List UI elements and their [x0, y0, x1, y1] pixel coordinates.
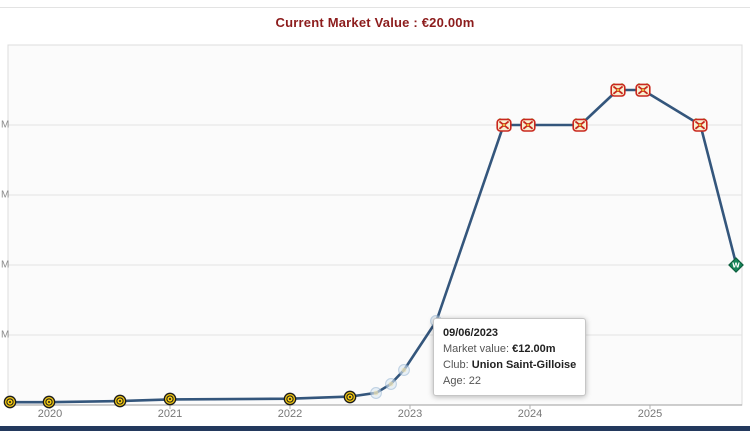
top-divider	[0, 7, 750, 8]
y-axis-tick-label: M	[1, 189, 10, 201]
tooltip-date: 09/06/2023	[443, 327, 499, 339]
green-diamond-crest-icon[interactable]: W	[728, 257, 745, 273]
tooltip: 09/06/2023 Market value: €12.00m Club: U…	[433, 318, 587, 396]
yellow-crest-icon[interactable]	[42, 395, 56, 409]
faded-crest-icon[interactable]	[398, 364, 411, 377]
yellow-crest-icon[interactable]	[343, 390, 357, 403]
chart-title: Current Market Value : €20.00m	[275, 15, 475, 30]
yellow-crest-icon[interactable]	[113, 394, 126, 408]
y-axis-tick-label: M	[1, 259, 10, 271]
x-axis-tick-label: 2024	[517, 408, 543, 420]
tooltip-age: 22	[468, 375, 481, 387]
tooltip-club-row: Club: Union Saint-Gilloise	[443, 357, 576, 373]
red-crest-icon[interactable]	[692, 117, 708, 133]
red-crest-icon[interactable]	[495, 117, 512, 133]
bottom-page-bar	[0, 426, 750, 431]
red-crest-icon[interactable]	[635, 82, 651, 98]
red-crest-icon[interactable]	[572, 117, 588, 133]
yellow-crest-icon[interactable]	[163, 393, 177, 406]
faded-crest-icon[interactable]	[384, 378, 397, 391]
faded-crest-icon[interactable]	[370, 386, 383, 399]
x-axis-tick-label: 2025	[637, 408, 663, 420]
x-axis-tick-label: 2021	[157, 408, 183, 420]
tooltip-club-label: Club:	[443, 359, 469, 371]
x-axis-tick-label: 2022	[277, 408, 303, 420]
x-axis-tick-label: 2020	[37, 408, 63, 420]
yellow-crest-icon[interactable]	[283, 392, 297, 406]
x-axis-tick-label: 2023	[397, 408, 423, 420]
y-axis-tick-label: M	[1, 119, 10, 131]
yellow-crest-icon[interactable]	[4, 395, 17, 409]
tooltip-market-value-label: Market value:	[443, 343, 510, 355]
tooltip-club: Union Saint-Gilloise	[471, 359, 577, 371]
plot-area	[7, 44, 743, 406]
red-crest-icon[interactable]	[519, 117, 536, 133]
y-axis-tick-label: M	[1, 329, 10, 341]
tooltip-market-value: €12.00m	[512, 343, 556, 355]
tooltip-market-value-row: Market value: €12.00m	[443, 341, 576, 357]
tooltip-age-label: Age:	[443, 375, 466, 387]
red-crest-icon[interactable]	[609, 82, 626, 98]
svg-text:W: W	[733, 262, 741, 270]
tooltip-age-row: Age: 22	[443, 373, 576, 389]
